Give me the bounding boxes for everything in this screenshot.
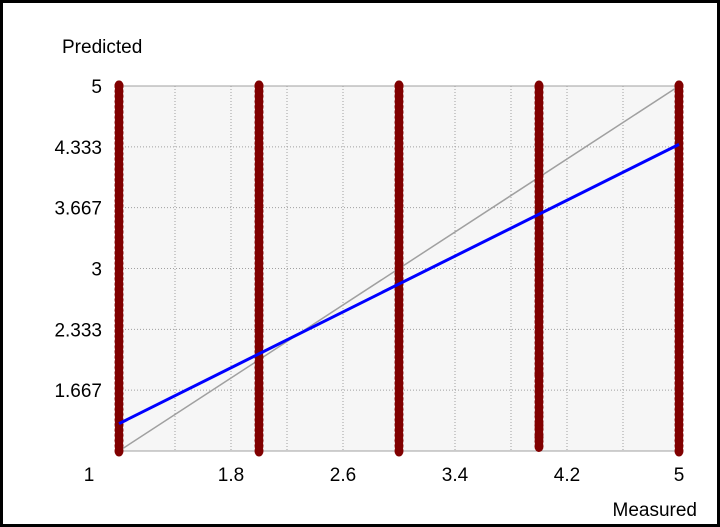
data-point	[254, 80, 264, 92]
fit-line	[118, 143, 680, 425]
y-tick-label: 2.333	[54, 320, 102, 341]
y-tick-label: 5	[91, 77, 102, 98]
x-axis-title: Measured	[613, 500, 698, 521]
x-tick-label: 1.8	[218, 465, 244, 486]
y-tick-label: 3.667	[54, 199, 102, 220]
data-point	[114, 80, 124, 92]
y-axis-title: Predicted	[62, 37, 142, 58]
x-tick-label: 4.2	[554, 465, 580, 486]
y-tick-label: 1.667	[54, 381, 102, 402]
x-tick-label: 1	[84, 465, 95, 486]
x-tick-labels: 1 1.8 2.6 3.4 4.2 5	[84, 465, 685, 486]
data-points	[114, 80, 684, 457]
x-tick-label: 2.6	[330, 465, 356, 486]
y-tick-label: 4.333	[54, 138, 102, 159]
data-point	[394, 80, 404, 92]
y-tick-label: 3	[91, 260, 102, 281]
x-tick-label: 5	[674, 465, 685, 486]
x-tick-label: 3.4	[442, 465, 469, 486]
data-point	[534, 80, 544, 92]
y-tick-labels: 5 4.333 3.667 3 2.333 1.667	[54, 77, 102, 402]
data-point	[674, 80, 684, 92]
